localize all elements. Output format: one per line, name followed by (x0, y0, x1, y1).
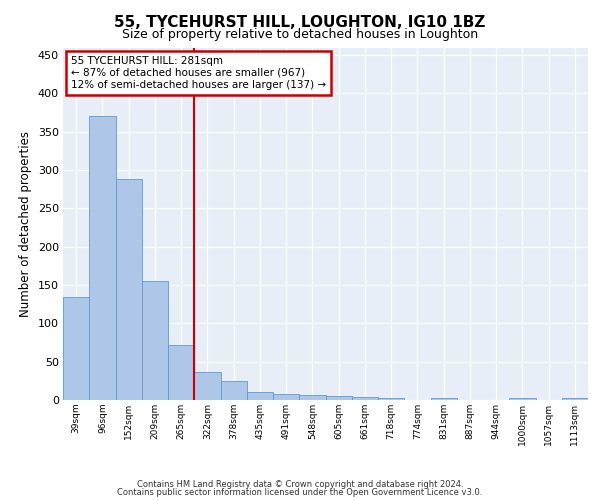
Bar (247, 392, 273, 400)
Text: Contains HM Land Registry data © Crown copyright and database right 2024.: Contains HM Land Registry data © Crown c… (137, 480, 463, 489)
Text: 55 TYCEHURST HILL: 281sqm
← 87% of detached houses are smaller (967)
12% of semi: 55 TYCEHURST HILL: 281sqm ← 87% of detac… (71, 56, 326, 90)
Y-axis label: Number of detached properties: Number of detached properties (19, 130, 32, 317)
Bar (221, 381, 247, 400)
Bar (352, 397, 378, 400)
Bar (194, 372, 221, 400)
Bar (509, 398, 536, 400)
Bar (89, 116, 115, 400)
Bar (562, 398, 588, 400)
Bar (115, 180, 142, 400)
Bar (63, 296, 89, 400)
Bar (142, 281, 168, 400)
Bar (431, 398, 457, 400)
Text: Size of property relative to detached houses in Loughton: Size of property relative to detached ho… (122, 28, 478, 41)
Bar (273, 394, 299, 400)
Bar (168, 345, 194, 400)
Bar (325, 396, 352, 400)
Bar (299, 394, 325, 400)
Bar (378, 398, 404, 400)
Text: Contains public sector information licensed under the Open Government Licence v3: Contains public sector information licen… (118, 488, 482, 497)
Text: 55, TYCEHURST HILL, LOUGHTON, IG10 1BZ: 55, TYCEHURST HILL, LOUGHTON, IG10 1BZ (115, 15, 485, 30)
